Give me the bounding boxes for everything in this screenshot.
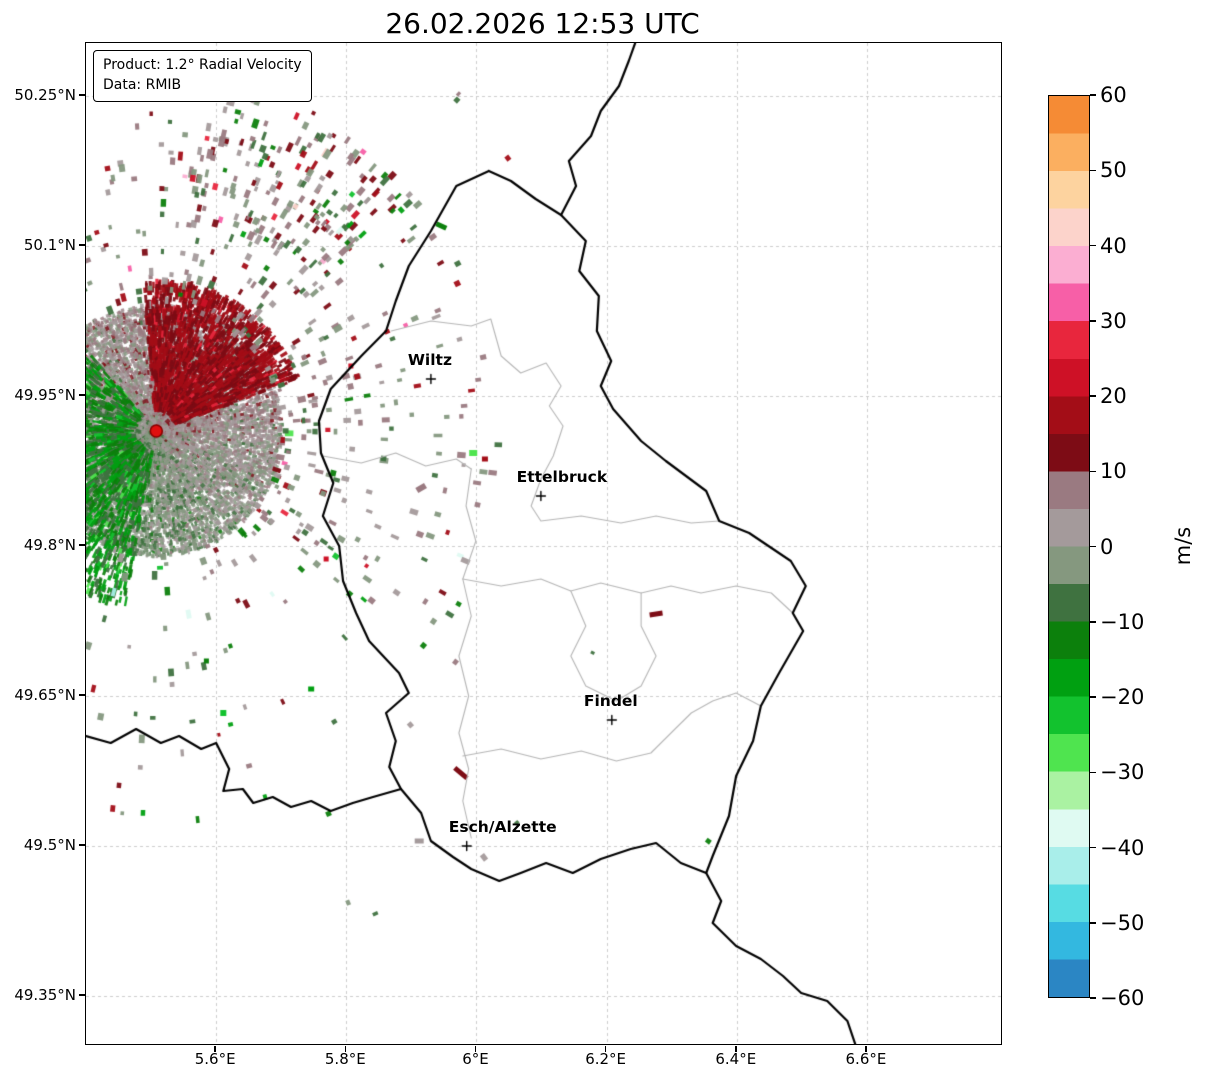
colorbar (1048, 95, 1090, 998)
colorbar-tick-label: 10 (1100, 459, 1127, 484)
colorbar-tick-mark (1090, 997, 1096, 999)
y-axis-tick-mark (79, 394, 85, 396)
colorbar-gradient (1049, 96, 1089, 997)
city-label: Findel (583, 692, 638, 710)
y-axis-tick-mark (79, 94, 85, 96)
x-axis-tick-mark (735, 1046, 737, 1052)
y-axis-tick-label: 49.35°N (14, 986, 76, 1004)
y-axis-tick-label: 50.1°N (23, 236, 76, 254)
x-axis-tick-label: 6.2°E (585, 1050, 627, 1068)
colorbar-tick-mark (1090, 169, 1096, 171)
y-axis-tick-label: 49.65°N (14, 686, 76, 704)
y-axis-tick-label: 49.95°N (14, 386, 76, 404)
colorbar-tick-label: 20 (1100, 384, 1127, 408)
colorbar-tick-mark (1090, 244, 1096, 247)
x-axis-tick-mark (344, 1046, 347, 1052)
colorbar-tick-label: 60 (1100, 83, 1127, 107)
product-label: Product: 1.2° Radial Velocity (103, 57, 302, 73)
x-axis-tick-label: 5.8°E (324, 1050, 366, 1068)
colorbar-tick-label: −20 (1100, 685, 1145, 709)
x-axis-tick-label: 5.6°E (194, 1050, 236, 1068)
colorbar-tick-label: −50 (1100, 910, 1145, 935)
colorbar-tick-mark (1090, 696, 1096, 698)
colorbar-tick-label: 30 (1100, 308, 1127, 333)
radar-velocity-canvas (86, 43, 1001, 1044)
colorbar-tick-label: 50 (1100, 158, 1127, 183)
x-axis-tick-label: 6.6°E (845, 1050, 887, 1068)
x-axis-tick-label: 6°E (462, 1050, 489, 1068)
colorbar-tick-label: −10 (1100, 609, 1145, 634)
y-axis-tick-mark (79, 244, 85, 246)
y-axis-tick-label: 49.5°N (23, 836, 76, 854)
y-axis-tick-mark (79, 694, 85, 696)
colorbar-tick-mark (1090, 545, 1096, 548)
x-axis-tick-mark (474, 1046, 477, 1052)
y-axis-tick-mark (79, 844, 85, 846)
y-axis-tick-label: 49.8°N (23, 536, 76, 554)
data-source-label: Data: RMIB (103, 77, 182, 94)
timestamp-title: 26.02.2026 12:53 UTC (385, 7, 700, 40)
x-axis-tick-mark (865, 1046, 867, 1052)
colorbar-tick-mark (1090, 621, 1096, 623)
map-plot-area: Product: 1.2° Radial Velocity Data: RMIB (85, 42, 1002, 1045)
y-axis-tick-mark (79, 994, 85, 996)
colorbar-tick-mark (1090, 94, 1096, 96)
colorbar-tick-label: 40 (1100, 233, 1127, 258)
product-info-box: Product: 1.2° Radial Velocity Data: RMIB (93, 50, 312, 102)
x-axis-tick-mark (604, 1046, 607, 1052)
x-axis-tick-label: 6.4°E (715, 1050, 757, 1068)
colorbar-tick-mark (1090, 771, 1096, 773)
x-axis-tick-mark (214, 1046, 216, 1052)
colorbar-tick-label: −30 (1100, 760, 1145, 785)
colorbar-tick-label: 0 (1100, 534, 1114, 559)
colorbar-tick-mark (1090, 470, 1096, 472)
colorbar-tick-label: −40 (1100, 835, 1145, 860)
city-label: Ettelbruck (516, 468, 608, 486)
y-axis-tick-label: 50.25°N (14, 86, 76, 104)
colorbar-unit-label: m/s (1171, 526, 1195, 566)
colorbar-tick-mark (1090, 320, 1096, 322)
colorbar-tick-mark (1090, 395, 1096, 397)
city-label: Wiltz (407, 351, 452, 369)
colorbar-tick-mark (1090, 846, 1096, 849)
city-label: Esch/Alzette (448, 818, 557, 836)
y-axis-tick-mark (79, 544, 85, 546)
colorbar-tick-label: −60 (1100, 986, 1145, 1010)
colorbar-tick-mark (1090, 922, 1096, 924)
